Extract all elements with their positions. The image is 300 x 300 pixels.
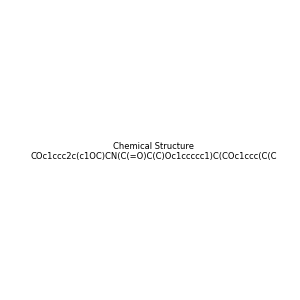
Text: Chemical Structure
COc1ccc2c(c1OC)CN(C(=O)C(C)Oc1ccccc1)C(COc1ccc(C(C: Chemical Structure COc1ccc2c(c1OC)CN(C(=… — [31, 142, 277, 161]
